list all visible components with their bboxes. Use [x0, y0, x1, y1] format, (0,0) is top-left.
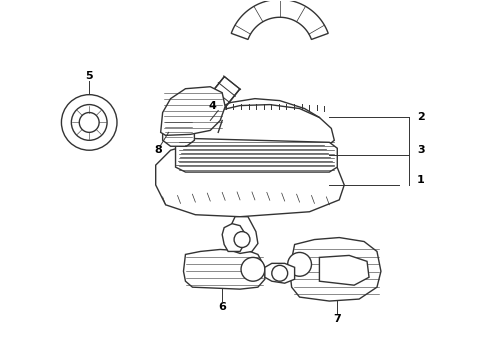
- Circle shape: [272, 265, 288, 281]
- Polygon shape: [290, 238, 381, 301]
- Polygon shape: [265, 264, 294, 283]
- Text: 6: 6: [218, 302, 226, 312]
- Polygon shape: [231, 0, 328, 40]
- Circle shape: [288, 252, 312, 276]
- Circle shape: [61, 95, 117, 150]
- Text: 1: 1: [417, 175, 424, 185]
- Text: 5: 5: [85, 71, 93, 81]
- Polygon shape: [193, 77, 240, 129]
- Polygon shape: [183, 249, 265, 289]
- Circle shape: [79, 113, 99, 132]
- Polygon shape: [222, 224, 245, 251]
- Text: 4: 4: [208, 100, 216, 111]
- Polygon shape: [161, 87, 225, 135]
- Polygon shape: [156, 135, 344, 217]
- Text: 3: 3: [417, 145, 424, 155]
- Text: 2: 2: [417, 112, 424, 122]
- Text: 8: 8: [155, 145, 163, 155]
- Polygon shape: [185, 105, 334, 154]
- Circle shape: [72, 105, 107, 140]
- Polygon shape: [319, 255, 369, 285]
- Text: 7: 7: [333, 314, 341, 324]
- Circle shape: [241, 257, 265, 281]
- Polygon shape: [163, 118, 195, 146]
- Polygon shape: [225, 217, 258, 253]
- Circle shape: [234, 231, 250, 247]
- Polygon shape: [175, 138, 337, 172]
